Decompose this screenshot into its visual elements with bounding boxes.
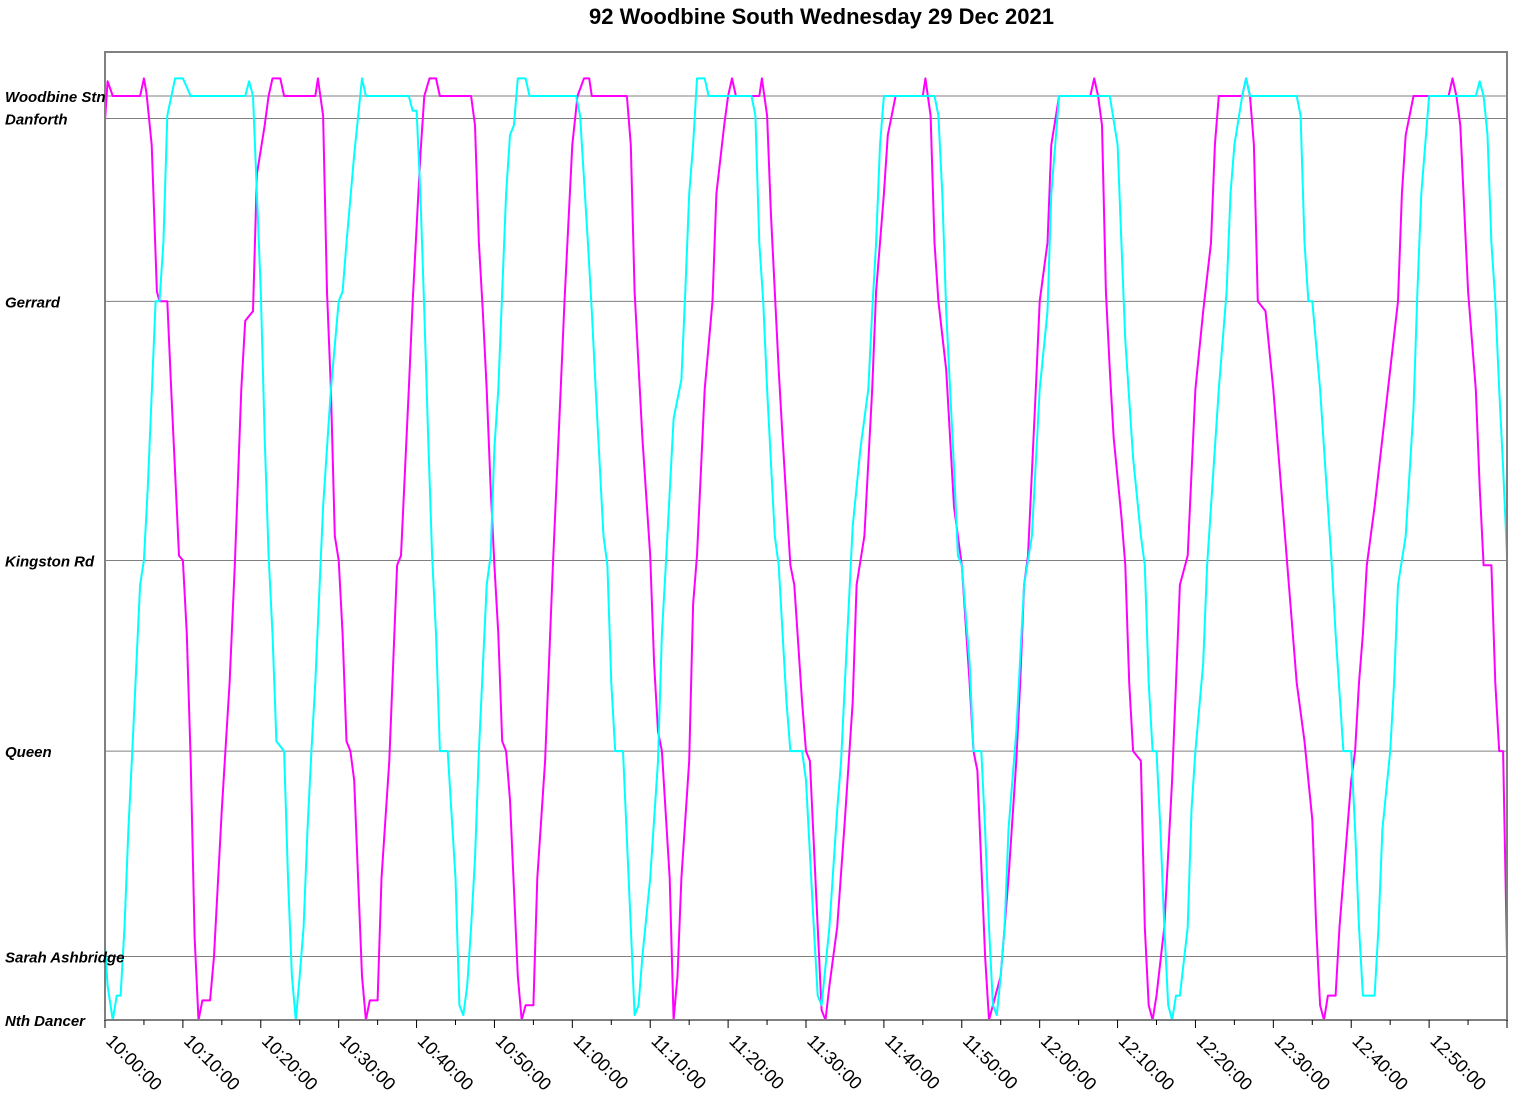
x-tick-label: 12:40:00 <box>1348 1031 1412 1095</box>
series-line-1 <box>104 77 1508 1021</box>
x-tick-label: 10:40:00 <box>414 1031 478 1095</box>
x-tick-label: 12:00:00 <box>1037 1031 1101 1095</box>
x-tick-label: 12:20:00 <box>1193 1031 1257 1095</box>
grid-layer <box>105 95 1507 1021</box>
x-tick-label: 11:00:00 <box>570 1031 633 1094</box>
x-tick-label: 10:30:00 <box>336 1031 400 1095</box>
x-axis: 10:00:00 10:10:00 10:20:00 10:30:00 10:40:00… <box>102 1020 1508 1095</box>
x-tick-label: 11:50:00 <box>959 1031 1022 1094</box>
stop-label: Kingston Rd <box>5 553 95 570</box>
x-tick-label: 12:10:00 <box>1115 1031 1179 1095</box>
stop-label-layer: Woodbine Stn Danforth Gerrard Kingston Rd Qu… <box>5 89 124 1030</box>
stop-label: Gerrard <box>5 294 61 311</box>
stop-label: Danforth <box>5 111 68 128</box>
stop-label: Queen <box>5 744 52 761</box>
x-tick-label: 12:50:00 <box>1426 1031 1490 1095</box>
stop-label: Sarah Ashbridge <box>5 949 124 966</box>
plot-frame <box>104 51 1508 1021</box>
x-tick-label: 11:10:00 <box>647 1031 710 1094</box>
x-tick-label: 12:30:00 <box>1271 1031 1335 1095</box>
x-tick-label: 11:40:00 <box>881 1031 944 1094</box>
chart-title: 92 Woodbine South Wednesday 29 Dec 2021 <box>589 4 1054 29</box>
x-tick-label: 11:30:00 <box>803 1031 866 1094</box>
stop-label: Nth Dancer <box>5 1013 86 1030</box>
stop-label: Woodbine Stn <box>5 89 106 106</box>
series-layer <box>104 77 1508 1021</box>
x-tick-label: 10:00:00 <box>102 1031 166 1095</box>
x-tick-label: 11:20:00 <box>725 1031 788 1094</box>
x-tick-label: 10:20:00 <box>258 1031 322 1095</box>
x-tick-label: 10:10:00 <box>180 1031 244 1095</box>
series-line-2 <box>104 77 1508 1021</box>
x-tick-label: 10:50:00 <box>492 1031 556 1095</box>
